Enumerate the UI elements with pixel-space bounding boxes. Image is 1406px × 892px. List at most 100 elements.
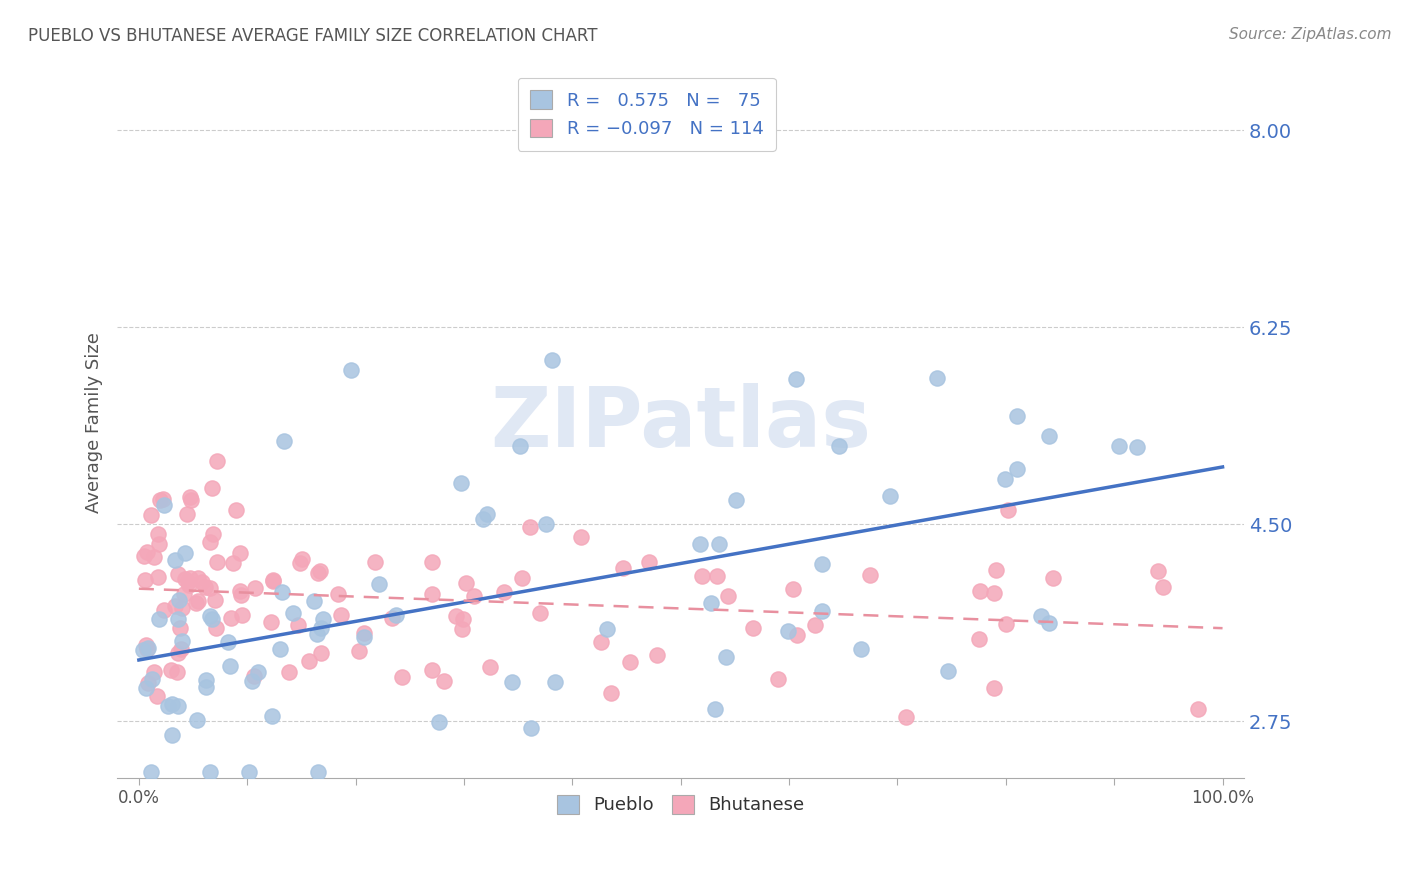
Point <box>240 673 263 688</box>
Point <box>231 588 253 602</box>
Point <box>298 654 321 668</box>
Point <box>638 555 661 569</box>
Point <box>166 665 188 679</box>
Point <box>132 642 155 657</box>
Point <box>170 600 193 615</box>
Point <box>231 608 253 623</box>
Text: PUEBLO VS BHUTANESE AVERAGE FAMILY SIZE CORRELATION CHART: PUEBLO VS BHUTANESE AVERAGE FAMILY SIZE … <box>28 27 598 45</box>
Point <box>229 583 252 598</box>
Point <box>204 621 226 635</box>
Point <box>169 621 191 635</box>
Point <box>136 544 159 558</box>
Point <box>707 537 730 551</box>
Point <box>288 556 311 570</box>
Point <box>176 575 198 590</box>
Point <box>160 664 183 678</box>
Point <box>785 372 807 386</box>
Point <box>1038 429 1060 443</box>
Point <box>195 673 218 687</box>
Point <box>997 503 1019 517</box>
Point <box>307 566 329 580</box>
Point <box>225 503 247 517</box>
Point <box>472 512 495 526</box>
Point <box>207 454 229 468</box>
Point <box>994 472 1017 486</box>
Point <box>132 549 155 564</box>
Point <box>262 573 284 587</box>
Point <box>1005 462 1028 476</box>
Point <box>219 611 242 625</box>
Point <box>1126 441 1149 455</box>
Point <box>153 603 176 617</box>
Point <box>198 609 221 624</box>
Point <box>804 617 827 632</box>
Point <box>194 580 217 594</box>
Point <box>724 492 747 507</box>
Point <box>859 568 882 582</box>
Point <box>986 563 1008 577</box>
Point <box>983 586 1005 600</box>
Point <box>520 721 543 735</box>
Point <box>599 686 621 700</box>
Point <box>544 675 567 690</box>
Point <box>391 670 413 684</box>
Point <box>135 638 157 652</box>
Point <box>167 646 190 660</box>
Point <box>136 675 159 690</box>
Point <box>742 622 765 636</box>
Point <box>201 481 224 495</box>
Point <box>420 555 443 569</box>
Point <box>222 556 245 570</box>
Point <box>894 710 917 724</box>
Legend: Pueblo, Bhutanese: Pueblo, Bhutanese <box>547 784 815 825</box>
Point <box>778 624 800 639</box>
Point <box>238 764 260 779</box>
Point <box>180 493 202 508</box>
Point <box>229 545 252 559</box>
Point <box>501 674 523 689</box>
Point <box>384 607 406 622</box>
Point <box>179 490 201 504</box>
Point <box>179 571 201 585</box>
Point <box>463 590 485 604</box>
Point <box>363 555 385 569</box>
Point <box>269 642 291 657</box>
Point <box>786 627 808 641</box>
Point <box>195 680 218 694</box>
Point <box>309 646 332 660</box>
Point <box>153 498 176 512</box>
Point <box>308 564 330 578</box>
Point <box>167 612 190 626</box>
Point <box>198 764 221 779</box>
Point <box>596 622 619 636</box>
Point <box>541 353 564 368</box>
Point <box>305 626 328 640</box>
Point <box>450 476 472 491</box>
Point <box>146 690 169 704</box>
Point <box>307 764 329 779</box>
Point <box>148 526 170 541</box>
Point <box>243 581 266 595</box>
Point <box>690 569 713 583</box>
Point <box>271 584 294 599</box>
Point <box>143 549 166 564</box>
Point <box>135 681 157 696</box>
Point <box>160 728 183 742</box>
Text: Source: ZipAtlas.com: Source: ZipAtlas.com <box>1229 27 1392 42</box>
Point <box>494 585 516 599</box>
Point <box>262 574 284 588</box>
Point <box>879 489 901 503</box>
Point <box>136 641 159 656</box>
Point <box>177 578 200 592</box>
Point <box>200 581 222 595</box>
Point <box>589 635 612 649</box>
Point <box>509 439 531 453</box>
Point <box>699 597 721 611</box>
Point <box>160 697 183 711</box>
Point <box>273 434 295 449</box>
Point <box>1038 615 1060 630</box>
Point <box>277 665 299 679</box>
Point <box>219 659 242 673</box>
Point <box>1029 609 1052 624</box>
Point <box>146 570 169 584</box>
